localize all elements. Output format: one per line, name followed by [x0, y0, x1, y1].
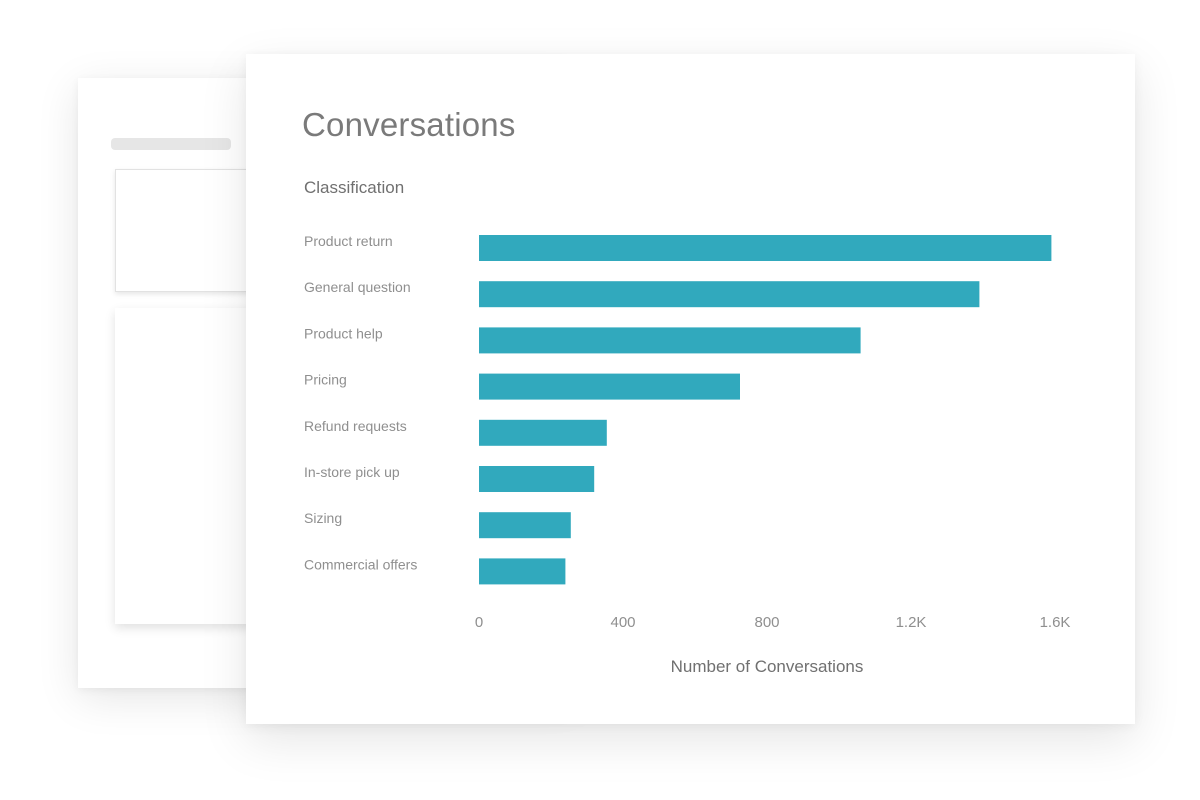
category-label: Pricing [304, 372, 347, 388]
x-tick-label: 0 [475, 614, 483, 631]
bar-chart: Product return General question Product he… [304, 233, 1071, 676]
x-tick-label: 800 [754, 614, 779, 631]
x-tick-label: 400 [610, 614, 635, 631]
category-label: Product help [304, 325, 383, 341]
bar [479, 512, 571, 539]
bar [479, 281, 980, 308]
bar [479, 327, 861, 354]
category-label: Commercial offers [304, 556, 417, 572]
category-label: General question [304, 279, 411, 295]
page-title: Conversations [302, 106, 516, 143]
category-label: Refund requests [304, 418, 407, 434]
x-tick-label: 1.2K [896, 614, 927, 631]
x-axis-title: Number of Conversations [671, 657, 864, 676]
bar [479, 235, 1052, 261]
bar [479, 419, 607, 446]
bar [479, 373, 740, 400]
chart-card: Conversations Classification Product ret… [246, 54, 1135, 724]
placeholder-bar [111, 138, 231, 150]
bar [479, 558, 566, 585]
chart-subtitle: Classification [304, 178, 405, 197]
category-label: Product return [304, 233, 393, 249]
bar [479, 466, 595, 492]
category-label: Sizing [304, 510, 342, 526]
category-label: In-store pick up [304, 464, 400, 480]
x-tick-label: 1.6K [1040, 614, 1071, 631]
